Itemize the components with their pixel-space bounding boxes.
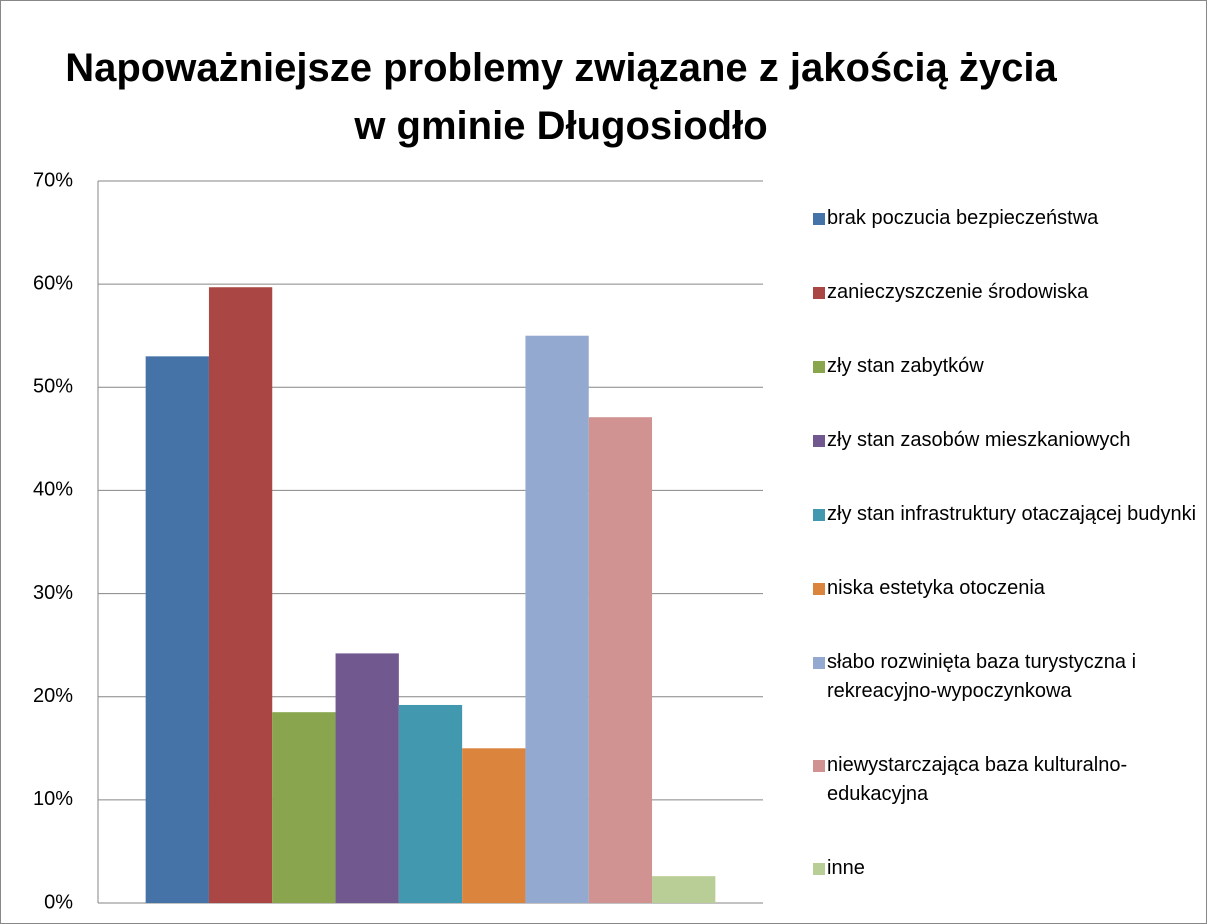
bar [525, 335, 589, 903]
bar [145, 356, 209, 903]
legend-swatch [813, 583, 825, 596]
legend-label: niewystarczająca baza kulturalno-edukacy… [827, 754, 1128, 806]
legend-label: zły stan zasobów mieszkaniowych [827, 428, 1131, 451]
y-tick-label: 70% [33, 169, 73, 191]
legend-swatch [813, 212, 825, 225]
y-tick-label: 10% [33, 788, 73, 810]
legend-label: brak poczucia bezpieczeństwa [827, 206, 1099, 229]
bar [208, 287, 273, 903]
y-tick-label: 50% [33, 376, 73, 398]
legend-item: zanieczyszczenie środowiska [809, 278, 1199, 307]
legend-item: inne [809, 854, 1199, 883]
legend-label: zanieczyszczenie środowiska [827, 280, 1089, 303]
y-tick-label: 40% [33, 479, 73, 501]
legend: brak poczucia bezpieczeństwa zanieczyszcz… [809, 181, 1199, 906]
y-tick-label: 20% [33, 685, 73, 707]
bar [335, 653, 399, 903]
y-tick-label: 30% [33, 582, 73, 604]
chart-title: Napoważniejsze problemy związane z jakoś… [65, 46, 1057, 148]
legend-item: zły stan infrastruktury otaczającej budy… [809, 500, 1199, 529]
y-tick-label: 60% [33, 272, 73, 294]
legend-item: niska estetyka otoczenia [809, 574, 1199, 603]
legend-label: niska estetyka otoczenia [827, 577, 1045, 600]
legend-swatch [813, 760, 825, 773]
legend-item: niewystarczająca baza kulturalno-edukacy… [809, 751, 1199, 809]
bar [272, 712, 336, 903]
legend-label: zły stan infrastruktury otaczającej budy… [827, 502, 1197, 525]
legend-item: brak poczucia bezpieczeństwa [809, 204, 1199, 233]
legend-item: zły stan zasobów mieszkaniowych [809, 426, 1199, 455]
bar [398, 704, 463, 903]
legend-swatch [813, 863, 825, 876]
legend-swatch [813, 360, 825, 373]
legend-item: słabo rozwinięta baza turystyczna i rekr… [809, 648, 1199, 706]
bar [462, 748, 526, 903]
bar [588, 417, 653, 903]
legend-label: inne [827, 857, 865, 880]
legend-label: zły stan zabytków [827, 354, 984, 377]
legend-swatch [813, 434, 825, 447]
legend-swatch [813, 508, 825, 521]
bar [652, 876, 716, 903]
y-tick-label: 0% [44, 891, 73, 913]
legend-item: zły stan zabytków [809, 352, 1199, 381]
legend-swatch [813, 657, 825, 670]
legend-swatch [813, 286, 825, 299]
legend-label: słabo rozwinięta baza turystyczna i rekr… [827, 651, 1137, 703]
